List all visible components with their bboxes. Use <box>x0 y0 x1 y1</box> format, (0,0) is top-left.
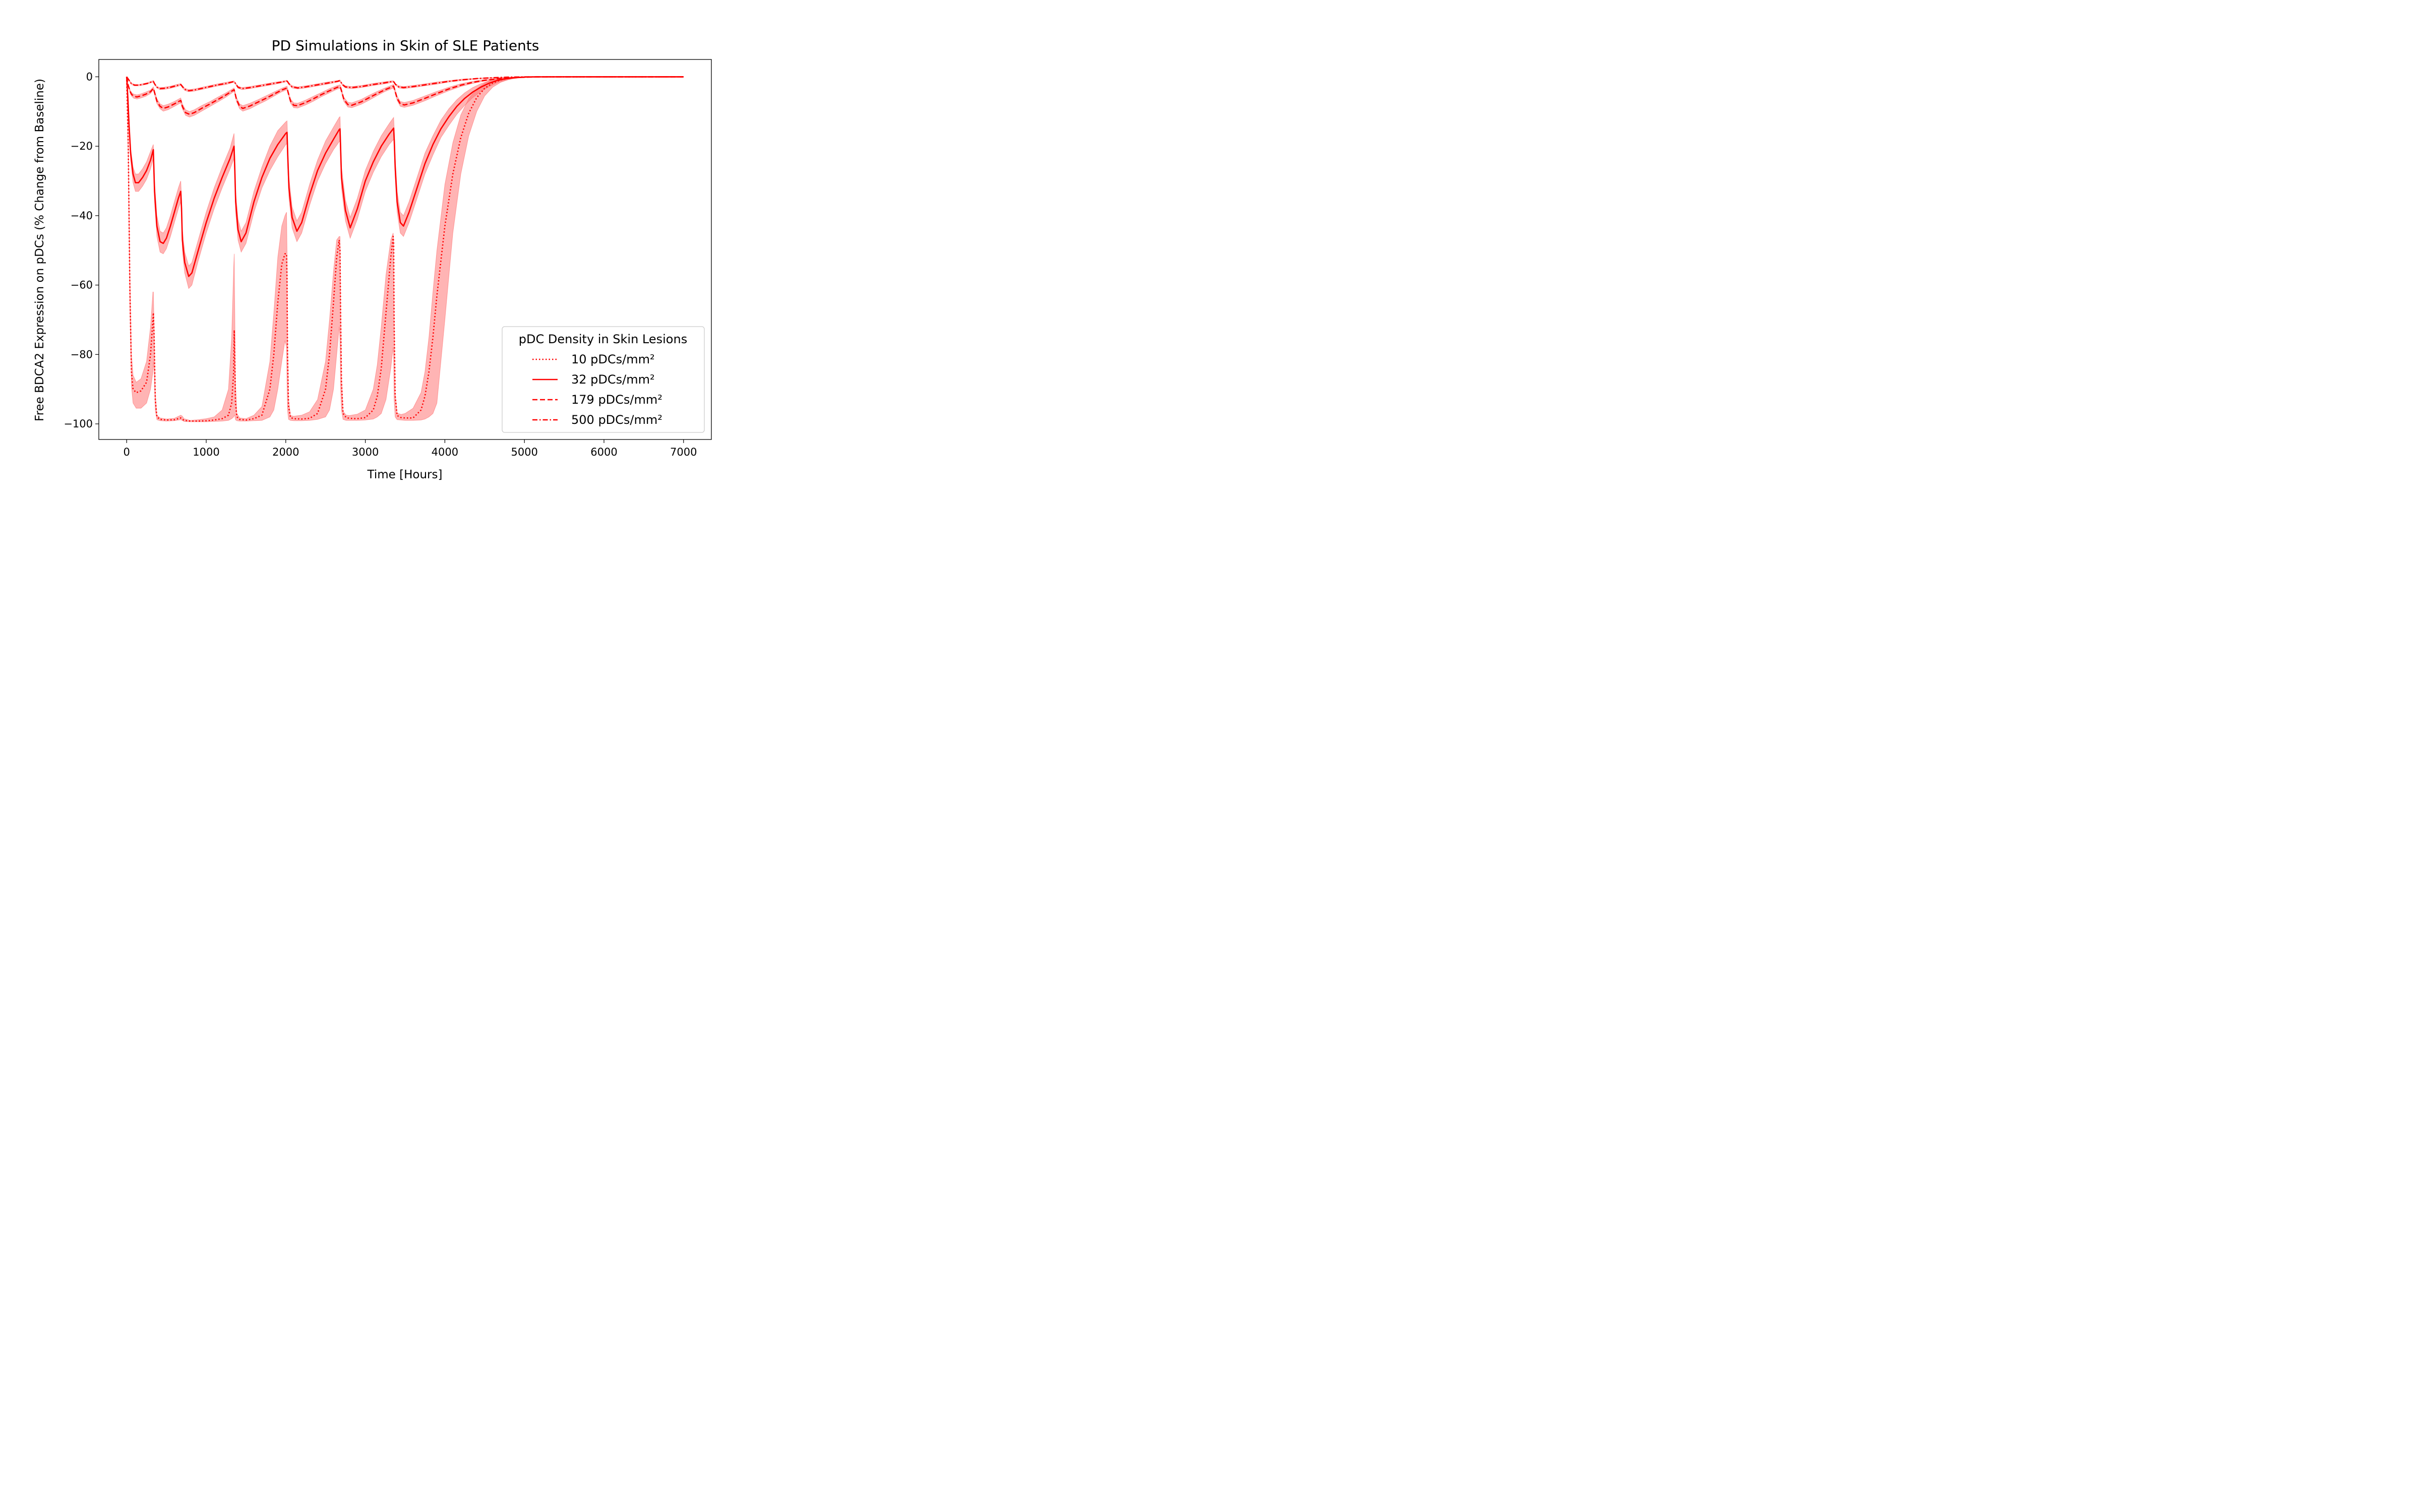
line-series-2 <box>126 76 684 277</box>
band-series-2 <box>126 76 684 289</box>
y-tick-label: 0 <box>86 71 93 83</box>
y-axis-label: Free BDCA2 Expression on pDCs (% Change … <box>33 79 46 421</box>
x-tick-label: 0 <box>124 446 130 458</box>
line-series-4 <box>126 76 684 92</box>
legend-label: 500 pDCs/mm² <box>571 413 662 427</box>
band-series-3 <box>126 76 684 117</box>
chart-title: PD Simulations in Skin of SLE Patients <box>272 37 539 54</box>
y-tick-label: −40 <box>71 210 93 222</box>
x-axis-ticks: 0 1000 2000 3000 4000 5000 6000 7000 <box>124 439 697 458</box>
x-tick-label: 7000 <box>670 446 697 458</box>
legend-entries: 10 pDCs/mm² 32 pDCs/mm² 179 pDCs/mm² 500 pD… <box>532 352 662 427</box>
series-lines <box>126 76 684 422</box>
legend: pDC Density in Skin Lesions 10 pDCs/mm² 3… <box>502 326 705 433</box>
legend-label: 10 pDCs/mm² <box>571 352 655 366</box>
y-tick-label: −80 <box>71 348 93 360</box>
legend-box <box>502 326 705 433</box>
x-tick-label: 5000 <box>511 446 537 458</box>
legend-label: 32 pDCs/mm² <box>571 372 655 387</box>
chart: PD Simulations in Skin of SLE Patients 0… <box>0 0 779 487</box>
y-tick-label: −60 <box>71 279 93 291</box>
x-tick-label: 6000 <box>590 446 617 458</box>
legend-label: 179 pDCs/mm² <box>571 393 662 407</box>
x-tick-label: 2000 <box>272 446 299 458</box>
band-series-1 <box>126 76 684 422</box>
y-tick-label: −100 <box>64 418 93 430</box>
x-axis-label: Time [Hours] <box>367 468 443 481</box>
y-tick-label: −20 <box>71 140 93 152</box>
plot-frame <box>98 59 712 440</box>
x-tick-label: 4000 <box>432 446 458 458</box>
band-series-4 <box>126 76 684 92</box>
line-series-3 <box>126 76 684 115</box>
x-tick-label: 1000 <box>193 446 219 458</box>
x-tick-label: 3000 <box>352 446 379 458</box>
legend-title: pDC Density in Skin Lesions <box>519 332 687 346</box>
y-axis-ticks: 0 −20 −40 −60 −80 −100 <box>64 71 99 430</box>
confidence-bands <box>126 76 684 422</box>
